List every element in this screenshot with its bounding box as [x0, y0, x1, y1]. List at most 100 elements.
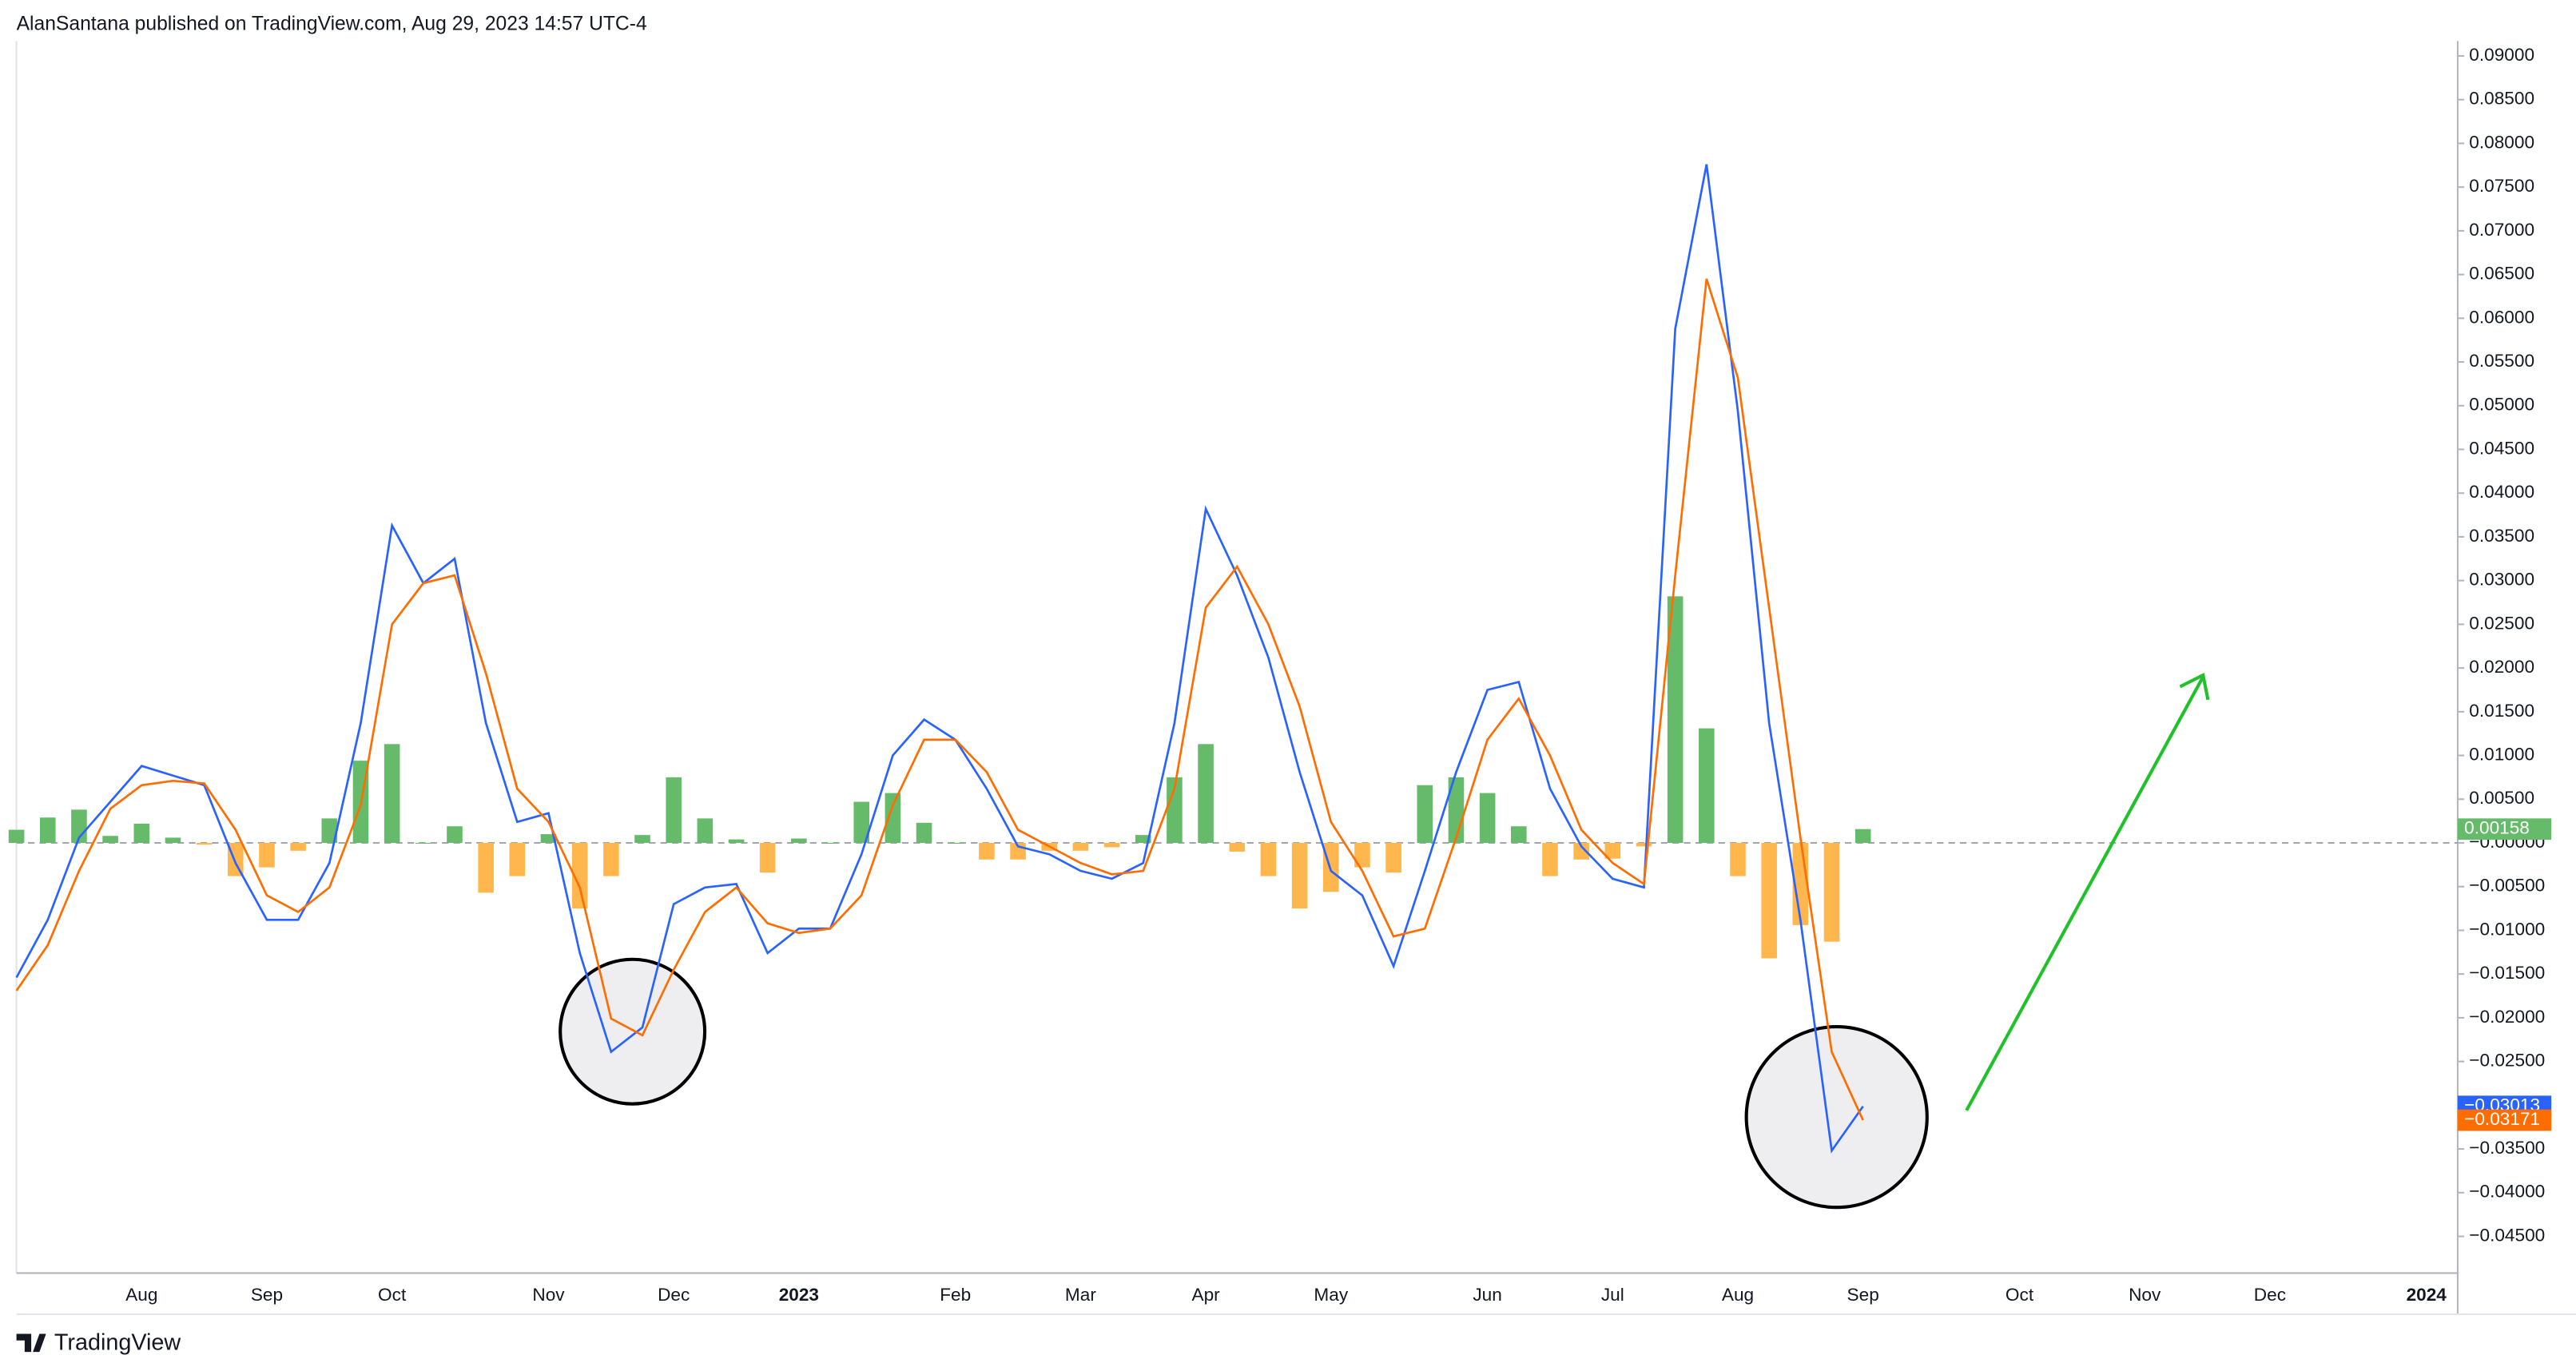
y-tick-label: −0.04000	[2469, 1182, 2545, 1202]
histogram-bar	[1479, 793, 1496, 843]
y-tick-label: −0.02000	[2469, 1007, 2545, 1027]
histogram-bar	[759, 842, 776, 873]
histogram-bar	[1761, 842, 1777, 959]
histogram-bar	[1198, 744, 1214, 843]
histogram-bar	[102, 836, 118, 843]
x-tick-label: Oct	[378, 1285, 407, 1305]
x-tick-label: Mar	[1065, 1285, 1096, 1305]
histogram-bar	[415, 842, 431, 844]
y-tick-label: 0.06000	[2469, 307, 2534, 327]
x-tick-label: Dec	[658, 1285, 690, 1305]
y-tick-label: −0.03500	[2469, 1138, 2545, 1158]
histogram-bar	[791, 838, 807, 843]
x-tick-label: Nov	[532, 1285, 565, 1305]
histogram-bar	[1291, 842, 1308, 909]
price-tag	[2457, 818, 2552, 840]
x-tick-label: Sep	[251, 1285, 283, 1305]
histogram-bar	[290, 842, 306, 851]
y-tick-label: −0.00500	[2469, 876, 2545, 896]
histogram-bar	[384, 744, 400, 843]
histogram-bar	[1072, 842, 1089, 851]
histogram-bar	[165, 837, 181, 843]
histogram-bar	[1385, 842, 1401, 873]
histogram-bar	[39, 817, 56, 843]
histogram-bar	[822, 842, 838, 844]
histogram-bar	[603, 842, 619, 876]
histogram-bar	[1604, 842, 1621, 859]
histogram-bar	[853, 801, 870, 843]
histogram-bar	[133, 823, 150, 843]
histogram-bar	[1417, 785, 1433, 843]
y-tick-label: 0.00500	[2469, 788, 2534, 808]
histogram-bar	[540, 834, 557, 843]
highlight-circle	[1744, 1024, 1929, 1210]
y-tick-label: 0.07500	[2469, 176, 2534, 196]
histogram-bar	[1699, 728, 1715, 843]
histogram-bar	[634, 835, 650, 843]
histogram-bar	[1511, 826, 1527, 843]
histogram-bar	[979, 842, 995, 860]
x-tick-label: 2023	[779, 1285, 819, 1305]
line-series	[15, 278, 1864, 1121]
x-tick-label: Apr	[1191, 1285, 1220, 1305]
x-tick-label: Aug	[125, 1285, 157, 1305]
histogram-bar	[1730, 842, 1746, 876]
y-tick-label: 0.03000	[2469, 570, 2534, 590]
price-tag-label: −0.03171	[2464, 1109, 2540, 1129]
price-tag-label: 0.00158	[2464, 818, 2530, 838]
y-tick-label: 0.09000	[2469, 45, 2534, 65]
histogram-bar	[259, 842, 275, 868]
histogram-bar	[447, 826, 463, 843]
histogram-bar	[1103, 842, 1120, 848]
highlight-circle	[559, 957, 707, 1106]
histogram-bar	[478, 842, 494, 893]
histogram-bar	[1260, 842, 1277, 876]
y-tick-label: 0.01500	[2469, 701, 2534, 721]
histogram-bar	[947, 842, 964, 844]
histogram-bar	[8, 829, 25, 843]
histogram-bar	[1167, 777, 1183, 843]
y-tick-label: 0.02000	[2469, 657, 2534, 677]
x-tick-label: Jun	[1473, 1285, 1501, 1305]
x-tick-label: Jul	[1601, 1285, 1624, 1305]
line-series	[15, 164, 1864, 1154]
y-tick-label: 0.06500	[2469, 264, 2534, 284]
x-tick-label: Sep	[1847, 1285, 1879, 1305]
y-tick-label: 0.08500	[2469, 89, 2534, 109]
y-tick-label: 0.05000	[2469, 395, 2534, 415]
histogram-bar	[1354, 842, 1370, 868]
header-text: AlanSantana published on TradingView.com…	[17, 13, 647, 34]
histogram-bar	[1135, 835, 1151, 843]
x-tick-label: Dec	[2254, 1285, 2286, 1305]
histogram-bar	[571, 842, 588, 909]
y-tick-label: 0.03500	[2469, 526, 2534, 546]
histogram-bar	[1229, 842, 1246, 852]
y-tick-label: −0.04500	[2469, 1225, 2545, 1245]
histogram-bar	[509, 842, 526, 876]
histogram-bar	[1636, 842, 1652, 847]
histogram-bar	[196, 842, 213, 845]
y-tick-label: 0.08000	[2469, 132, 2534, 152]
x-tick-label: Oct	[2006, 1285, 2034, 1305]
price-tag	[2457, 1109, 2552, 1131]
histogram-bar	[321, 818, 338, 843]
y-tick-label: 0.07000	[2469, 220, 2534, 240]
histogram-bar	[1823, 842, 1840, 942]
histogram-bar	[728, 839, 745, 843]
histogram-bar	[1854, 829, 1871, 843]
histogram-bar	[1667, 596, 1684, 843]
x-tick-label: 2024	[2407, 1285, 2447, 1305]
y-tick-label: 0.01000	[2469, 745, 2534, 765]
histogram-bar	[916, 822, 932, 843]
y-tick-label: −0.01000	[2469, 919, 2545, 939]
x-tick-label: Aug	[1722, 1285, 1754, 1305]
y-tick-label: 0.05500	[2469, 351, 2534, 371]
y-tick-label: 0.02500	[2469, 613, 2534, 633]
x-tick-label: Feb	[940, 1285, 971, 1305]
y-tick-label: −0.02500	[2469, 1051, 2545, 1071]
histogram-bar	[1542, 842, 1558, 876]
histogram-bar	[1573, 842, 1589, 860]
